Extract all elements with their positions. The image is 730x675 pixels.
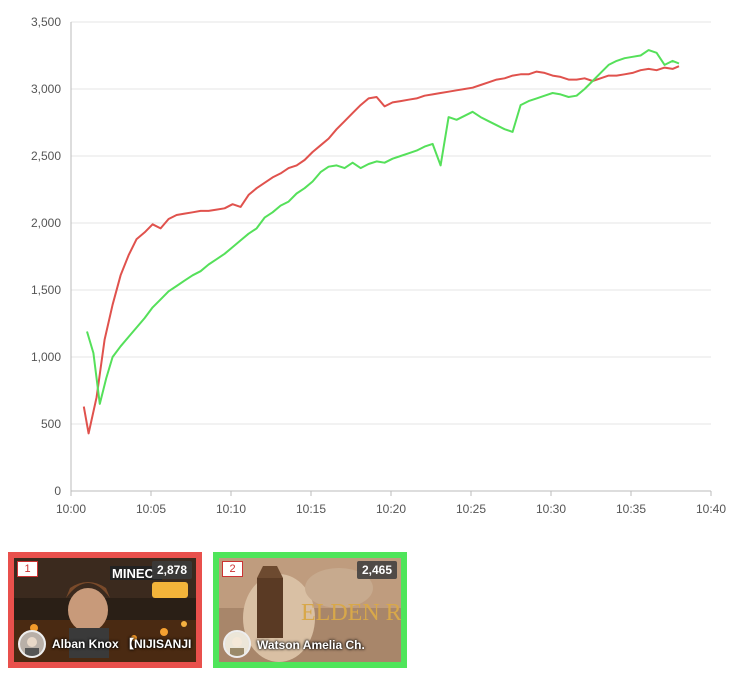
y-tick-label: 1,500 <box>31 283 61 297</box>
y-tick-label: 1,000 <box>31 350 61 364</box>
viewer-count-badge: 2,878 <box>151 561 192 579</box>
x-tick-label: 10:00 <box>56 502 86 516</box>
y-tick-label: 0 <box>54 484 61 498</box>
channel-name: Alban Knox 【NIJISANJI <box>52 637 192 651</box>
stream-card-1[interactable]: MINEC 1 2,878 Alban Knox 【NIJISANJI <box>8 552 202 668</box>
stream-card-2[interactable]: ELDEN RING 2 2,465 Watson Amelia Ch. <box>213 552 407 668</box>
x-tick-label: 10:30 <box>536 502 566 516</box>
x-tick-label: 10:25 <box>456 502 486 516</box>
y-tick-label: 500 <box>41 417 61 431</box>
x-tick-label: 10:20 <box>376 502 406 516</box>
channel-avatar <box>18 630 46 658</box>
x-tick-label: 10:15 <box>296 502 326 516</box>
channel-name: Watson Amelia Ch. <box>257 638 365 652</box>
y-tick-label: 2,000 <box>31 216 61 230</box>
series-line-2 <box>86 49 680 405</box>
series-line-1 <box>82 65 680 435</box>
x-tick-label: 10:10 <box>216 502 246 516</box>
thumb-title-text: MINEC <box>112 566 155 581</box>
rank-badge: 1 <box>17 561 38 577</box>
y-tick-label: 3,500 <box>31 15 61 29</box>
chart-axes: 0 500 1,000 1,500 2,000 2,500 3,000 3,500 10:00 1… <box>31 15 726 516</box>
thumb-title-text: ELDEN RING <box>301 600 401 626</box>
x-tick-label: 10:35 <box>616 502 646 516</box>
chart-grid <box>71 21 711 425</box>
y-tick-label: 2,500 <box>31 149 61 163</box>
x-tick-label: 10:05 <box>136 502 166 516</box>
chart-series <box>82 49 680 435</box>
channel-avatar <box>223 630 251 658</box>
viewer-count-badge: 2,465 <box>356 561 397 579</box>
viewer-line-chart: 0 500 1,000 1,500 2,000 2,500 3,000 3,500 10:00 1… <box>31 15 726 516</box>
y-tick-label: 3,000 <box>31 82 61 96</box>
x-tick-label: 10:40 <box>696 502 726 516</box>
rank-badge: 2 <box>222 561 243 577</box>
